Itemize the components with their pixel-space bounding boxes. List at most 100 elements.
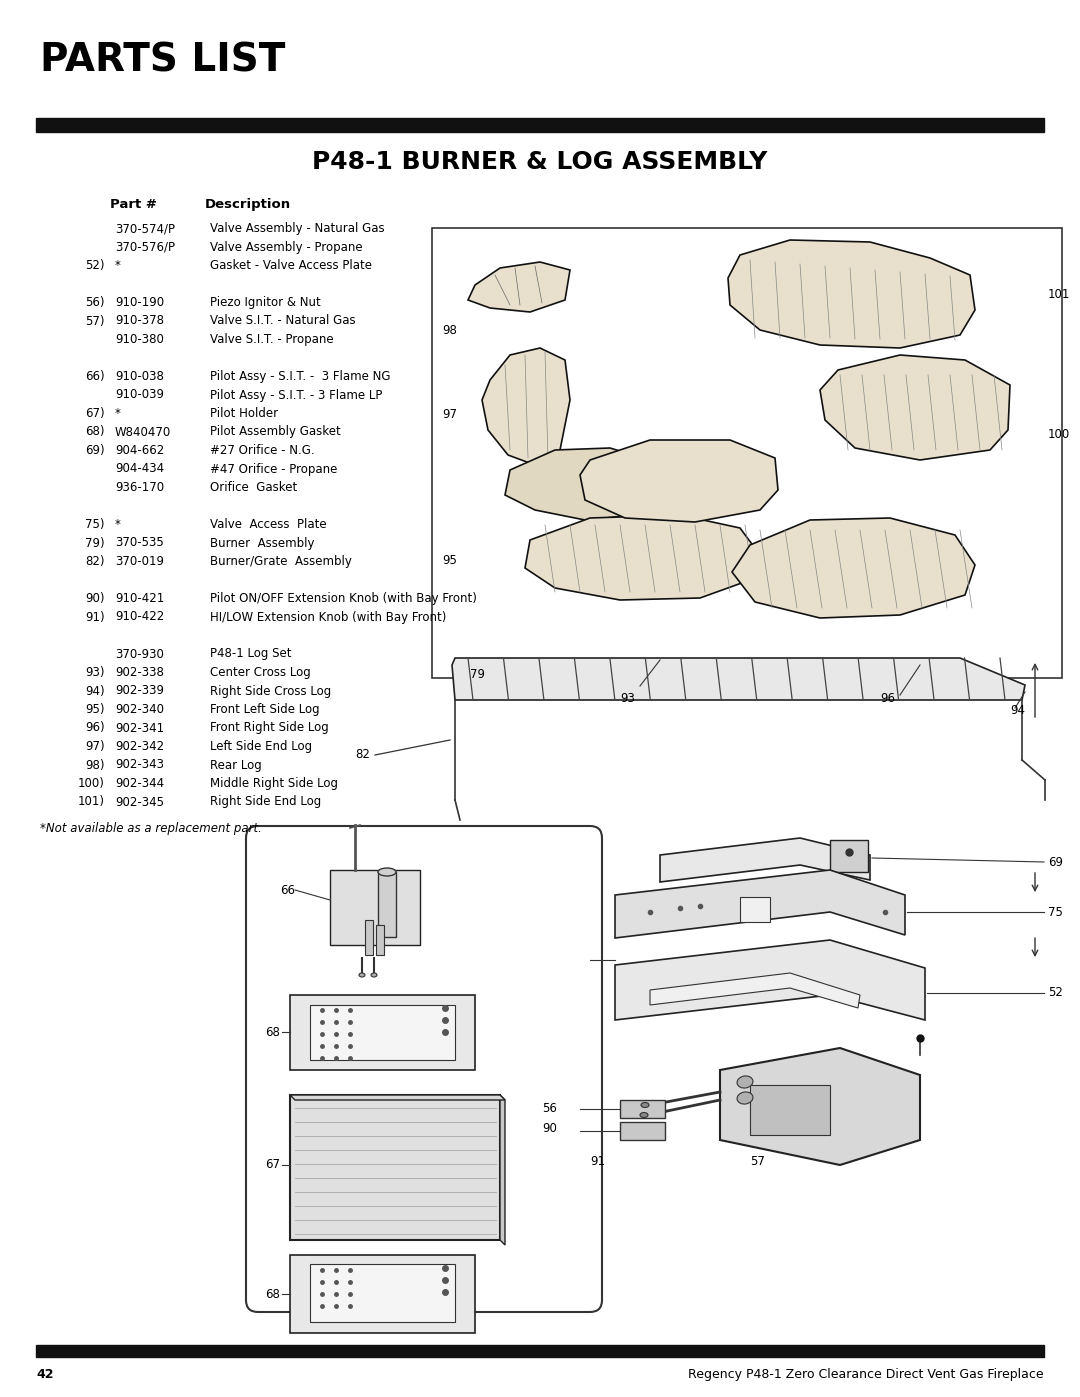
Bar xyxy=(36,1345,1044,1356)
Text: 79): 79) xyxy=(85,536,105,549)
Text: 91): 91) xyxy=(85,610,105,623)
Text: Valve S.I.T. - Natural Gas: Valve S.I.T. - Natural Gas xyxy=(210,314,355,327)
Text: 370-576/P: 370-576/P xyxy=(114,240,175,253)
Text: 56: 56 xyxy=(542,1102,557,1115)
Bar xyxy=(291,1095,500,1241)
Text: #27 Orifice - N.G.: #27 Orifice - N.G. xyxy=(210,444,314,457)
Polygon shape xyxy=(660,838,870,882)
Text: 82): 82) xyxy=(85,555,105,569)
Ellipse shape xyxy=(372,972,377,977)
Text: Valve  Access  Plate: Valve Access Plate xyxy=(210,518,326,531)
Text: 68: 68 xyxy=(265,1025,280,1038)
Text: 910-039: 910-039 xyxy=(114,388,164,401)
Bar xyxy=(291,1255,475,1333)
Text: 904-434: 904-434 xyxy=(114,462,164,475)
Text: 910-421: 910-421 xyxy=(114,592,164,605)
Text: 57): 57) xyxy=(85,314,105,327)
Text: 67: 67 xyxy=(265,1158,280,1172)
Bar xyxy=(750,1085,831,1134)
Bar xyxy=(36,117,1044,131)
Ellipse shape xyxy=(640,1112,648,1118)
Bar xyxy=(291,995,475,1070)
Bar xyxy=(376,925,384,956)
Text: Part #: Part # xyxy=(110,198,157,211)
Text: 910-380: 910-380 xyxy=(114,332,164,346)
Text: 902-341: 902-341 xyxy=(114,721,164,735)
Text: 910-422: 910-422 xyxy=(114,610,164,623)
Text: *: * xyxy=(114,407,121,420)
Ellipse shape xyxy=(737,1076,753,1088)
Text: Right Side End Log: Right Side End Log xyxy=(210,795,321,809)
Bar xyxy=(330,870,420,944)
Text: 91: 91 xyxy=(591,1155,606,1168)
Text: 95: 95 xyxy=(442,553,457,567)
Polygon shape xyxy=(291,1095,505,1099)
Text: 90): 90) xyxy=(85,592,105,605)
Polygon shape xyxy=(505,448,654,520)
Text: 75): 75) xyxy=(85,518,105,531)
Text: Burner  Assembly: Burner Assembly xyxy=(210,536,314,549)
Text: 75: 75 xyxy=(1048,905,1063,918)
Text: Gasket - Valve Access Plate: Gasket - Valve Access Plate xyxy=(210,258,372,272)
Text: 97: 97 xyxy=(442,408,457,422)
Text: Orifice  Gasket: Orifice Gasket xyxy=(210,481,297,495)
Text: Pilot Holder: Pilot Holder xyxy=(210,407,279,420)
Text: 904-662: 904-662 xyxy=(114,444,164,457)
Text: 57: 57 xyxy=(751,1155,766,1168)
Text: 68: 68 xyxy=(265,1288,280,1301)
Text: 902-339: 902-339 xyxy=(114,685,164,697)
Text: Pilot ON/OFF Extension Knob (with Bay Front): Pilot ON/OFF Extension Knob (with Bay Fr… xyxy=(210,592,477,605)
Text: 100): 100) xyxy=(78,777,105,789)
Text: *: * xyxy=(114,258,121,272)
Bar xyxy=(831,840,868,872)
Text: 56): 56) xyxy=(85,296,105,309)
Text: 910-378: 910-378 xyxy=(114,314,164,327)
Polygon shape xyxy=(525,515,760,599)
Text: Valve Assembly - Propane: Valve Assembly - Propane xyxy=(210,240,363,253)
Polygon shape xyxy=(580,440,778,522)
Text: Front Right Side Log: Front Right Side Log xyxy=(210,721,328,735)
Ellipse shape xyxy=(642,1102,649,1108)
Polygon shape xyxy=(482,348,570,465)
Text: W840470: W840470 xyxy=(114,426,172,439)
Text: 69: 69 xyxy=(1048,855,1063,869)
FancyBboxPatch shape xyxy=(246,826,602,1312)
Text: 52: 52 xyxy=(1048,986,1063,999)
Bar xyxy=(620,1099,665,1118)
Polygon shape xyxy=(732,518,975,617)
Text: 370-019: 370-019 xyxy=(114,555,164,569)
Text: 902-343: 902-343 xyxy=(114,759,164,771)
Text: Pilot Assembly Gasket: Pilot Assembly Gasket xyxy=(210,426,341,439)
Text: 94: 94 xyxy=(1010,704,1025,717)
Text: 82: 82 xyxy=(355,749,370,761)
Text: Regency P48-1 Zero Clearance Direct Vent Gas Fireplace: Regency P48-1 Zero Clearance Direct Vent… xyxy=(688,1368,1044,1382)
Text: 370-930: 370-930 xyxy=(114,647,164,661)
Text: Front Left Side Log: Front Left Side Log xyxy=(210,703,320,717)
Text: Piezo Ignitor & Nut: Piezo Ignitor & Nut xyxy=(210,296,321,309)
Text: 79: 79 xyxy=(470,669,485,682)
Text: 101: 101 xyxy=(1048,289,1070,302)
Polygon shape xyxy=(615,940,924,1020)
Text: Valve Assembly - Natural Gas: Valve Assembly - Natural Gas xyxy=(210,222,384,235)
Bar xyxy=(378,872,396,937)
Text: *: * xyxy=(114,518,121,531)
Polygon shape xyxy=(615,870,905,937)
Text: Pilot Assy - S.I.T. -  3 Flame NG: Pilot Assy - S.I.T. - 3 Flame NG xyxy=(210,370,391,383)
Text: 902-344: 902-344 xyxy=(114,777,164,789)
Text: 96: 96 xyxy=(880,692,895,704)
Text: 95): 95) xyxy=(85,703,105,717)
Text: P48-1 Log Set: P48-1 Log Set xyxy=(210,647,292,661)
Text: 902-345: 902-345 xyxy=(114,795,164,809)
Text: Left Side End Log: Left Side End Log xyxy=(210,740,312,753)
Text: Center Cross Log: Center Cross Log xyxy=(210,666,311,679)
Polygon shape xyxy=(453,658,1025,700)
Polygon shape xyxy=(720,1048,920,1165)
Bar xyxy=(432,228,1062,678)
Text: Middle Right Side Log: Middle Right Side Log xyxy=(210,777,338,789)
Text: 97): 97) xyxy=(85,740,105,753)
Text: 902-340: 902-340 xyxy=(114,703,164,717)
Text: Description: Description xyxy=(205,198,292,211)
Text: Pilot Assy - S.I.T. - 3 Flame LP: Pilot Assy - S.I.T. - 3 Flame LP xyxy=(210,388,382,401)
Bar xyxy=(310,1264,455,1322)
Text: 93: 93 xyxy=(620,692,635,704)
